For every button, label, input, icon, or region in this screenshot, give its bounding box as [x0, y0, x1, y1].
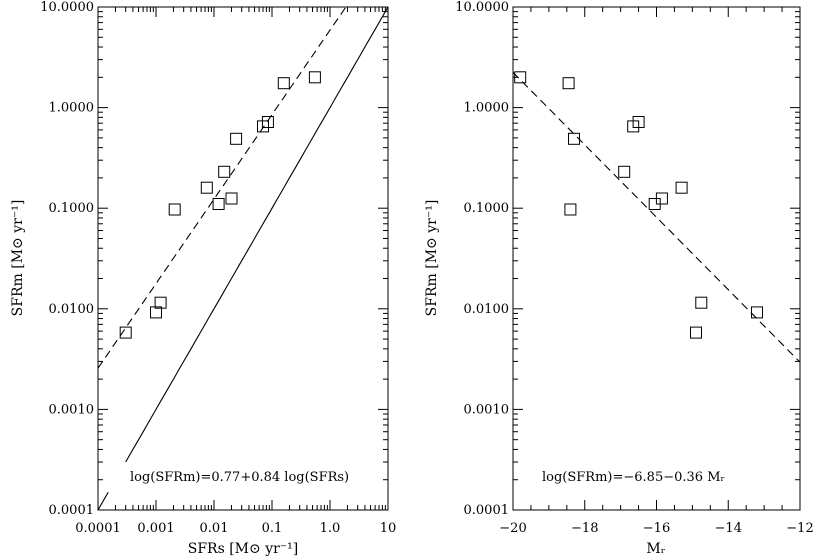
y-tick-label: 0.1000: [464, 201, 510, 216]
x-tick-label: −18: [571, 521, 598, 536]
data-point-marker: [119, 326, 132, 339]
left-plot-frame: [97, 6, 389, 511]
data-point-marker: [168, 203, 181, 216]
left-panel: 0.0001 0.0010 0.0100 0.1000 1.0000 10.0000 0.…: [10, 0, 396, 557]
x-tick-label: 0.0001: [75, 521, 121, 536]
data-point-marker: [655, 192, 668, 205]
one-to-one-line-stub: [98, 492, 109, 510]
right-y-tick-labels: 0.0001 0.0010 0.0100 0.1000 1.0000 10.0000: [455, 0, 509, 518]
one-to-one-line: [125, 7, 388, 463]
right-plot-area: [513, 71, 800, 363]
x-tick-label: −20: [499, 521, 526, 536]
right-ticks: [512, 6, 801, 511]
left-x-axis-label: SFRs [M⊙ yr⁻¹]: [188, 541, 299, 557]
x-tick-label: 1.0: [320, 521, 341, 536]
right-x-axis-label: Mᵣ: [646, 541, 665, 557]
data-point-marker: [564, 203, 577, 216]
y-tick-label: 0.0001: [49, 503, 95, 518]
data-point-marker: [690, 326, 702, 339]
data-point-marker: [154, 296, 167, 309]
left-plot-area: [98, 7, 388, 510]
data-point-marker: [230, 132, 243, 145]
data-point-marker: [225, 192, 238, 205]
y-tick-label: 0.0010: [49, 402, 95, 417]
data-point-marker: [562, 77, 575, 90]
x-tick-label: 10: [380, 521, 397, 536]
y-tick-label: 0.0010: [464, 402, 510, 417]
y-tick-label: 10.0000: [455, 0, 509, 15]
left-y-tick-labels: 0.0001 0.0010 0.0100 0.1000 1.0000 10.0000: [40, 0, 94, 518]
fit-line-dashed: [513, 72, 800, 363]
y-tick-label: 0.0100: [49, 302, 95, 317]
data-point-marker: [568, 132, 580, 145]
y-tick-label: 0.1000: [49, 201, 95, 216]
y-tick-label: 0.0100: [464, 302, 510, 317]
y-tick-label: 10.0000: [40, 0, 94, 15]
data-point-marker: [618, 165, 631, 178]
data-point-marker: [695, 296, 708, 309]
right-panel: 0.0001 0.0010 0.0100 0.1000 1.0000 10.0000 −2…: [424, 0, 814, 557]
x-tick-label: −12: [786, 521, 813, 536]
data-point-marker: [751, 306, 763, 319]
left-fit-annotation: log(SFRm)=0.77+0.84 log(SFRs): [130, 470, 349, 485]
y-tick-label: 0.0001: [464, 503, 510, 518]
right-lines: [513, 72, 800, 363]
left-y-axis-label: SFRm [M⊙ yr⁻¹]: [10, 200, 26, 317]
x-tick-label: −16: [643, 521, 670, 536]
data-point-marker: [150, 306, 162, 319]
right-plot-frame: [512, 6, 801, 511]
right-y-axis-label: SFRm [M⊙ yr⁻¹]: [424, 200, 440, 317]
y-tick-label: 1.0000: [464, 101, 510, 116]
data-point-marker: [277, 77, 290, 90]
left-x-tick-labels: 0.0001 0.001 0.01 0.1 1.0 10: [75, 521, 396, 536]
data-point-marker: [675, 181, 688, 194]
x-tick-label: 0.1: [262, 521, 283, 536]
data-point-marker: [200, 181, 213, 194]
data-point-marker: [261, 116, 274, 128]
fit-line-dashed: [98, 7, 347, 369]
data-point-marker: [308, 71, 321, 84]
left-ticks: [97, 6, 389, 511]
x-tick-label: 0.01: [200, 521, 229, 536]
left-lines: [98, 7, 388, 510]
x-tick-label: −14: [715, 521, 742, 536]
x-tick-label: 0.001: [137, 521, 174, 536]
data-point-marker: [212, 198, 225, 210]
right-x-tick-labels: −20 −18 −16 −14 −12: [499, 521, 813, 536]
y-tick-label: 1.0000: [49, 101, 95, 116]
right-fit-annotation: log(SFRm)=−6.85−0.36 Mᵣ: [542, 470, 725, 485]
data-point-marker: [257, 120, 269, 133]
data-point-marker: [632, 116, 645, 128]
data-point-marker: [218, 165, 231, 178]
